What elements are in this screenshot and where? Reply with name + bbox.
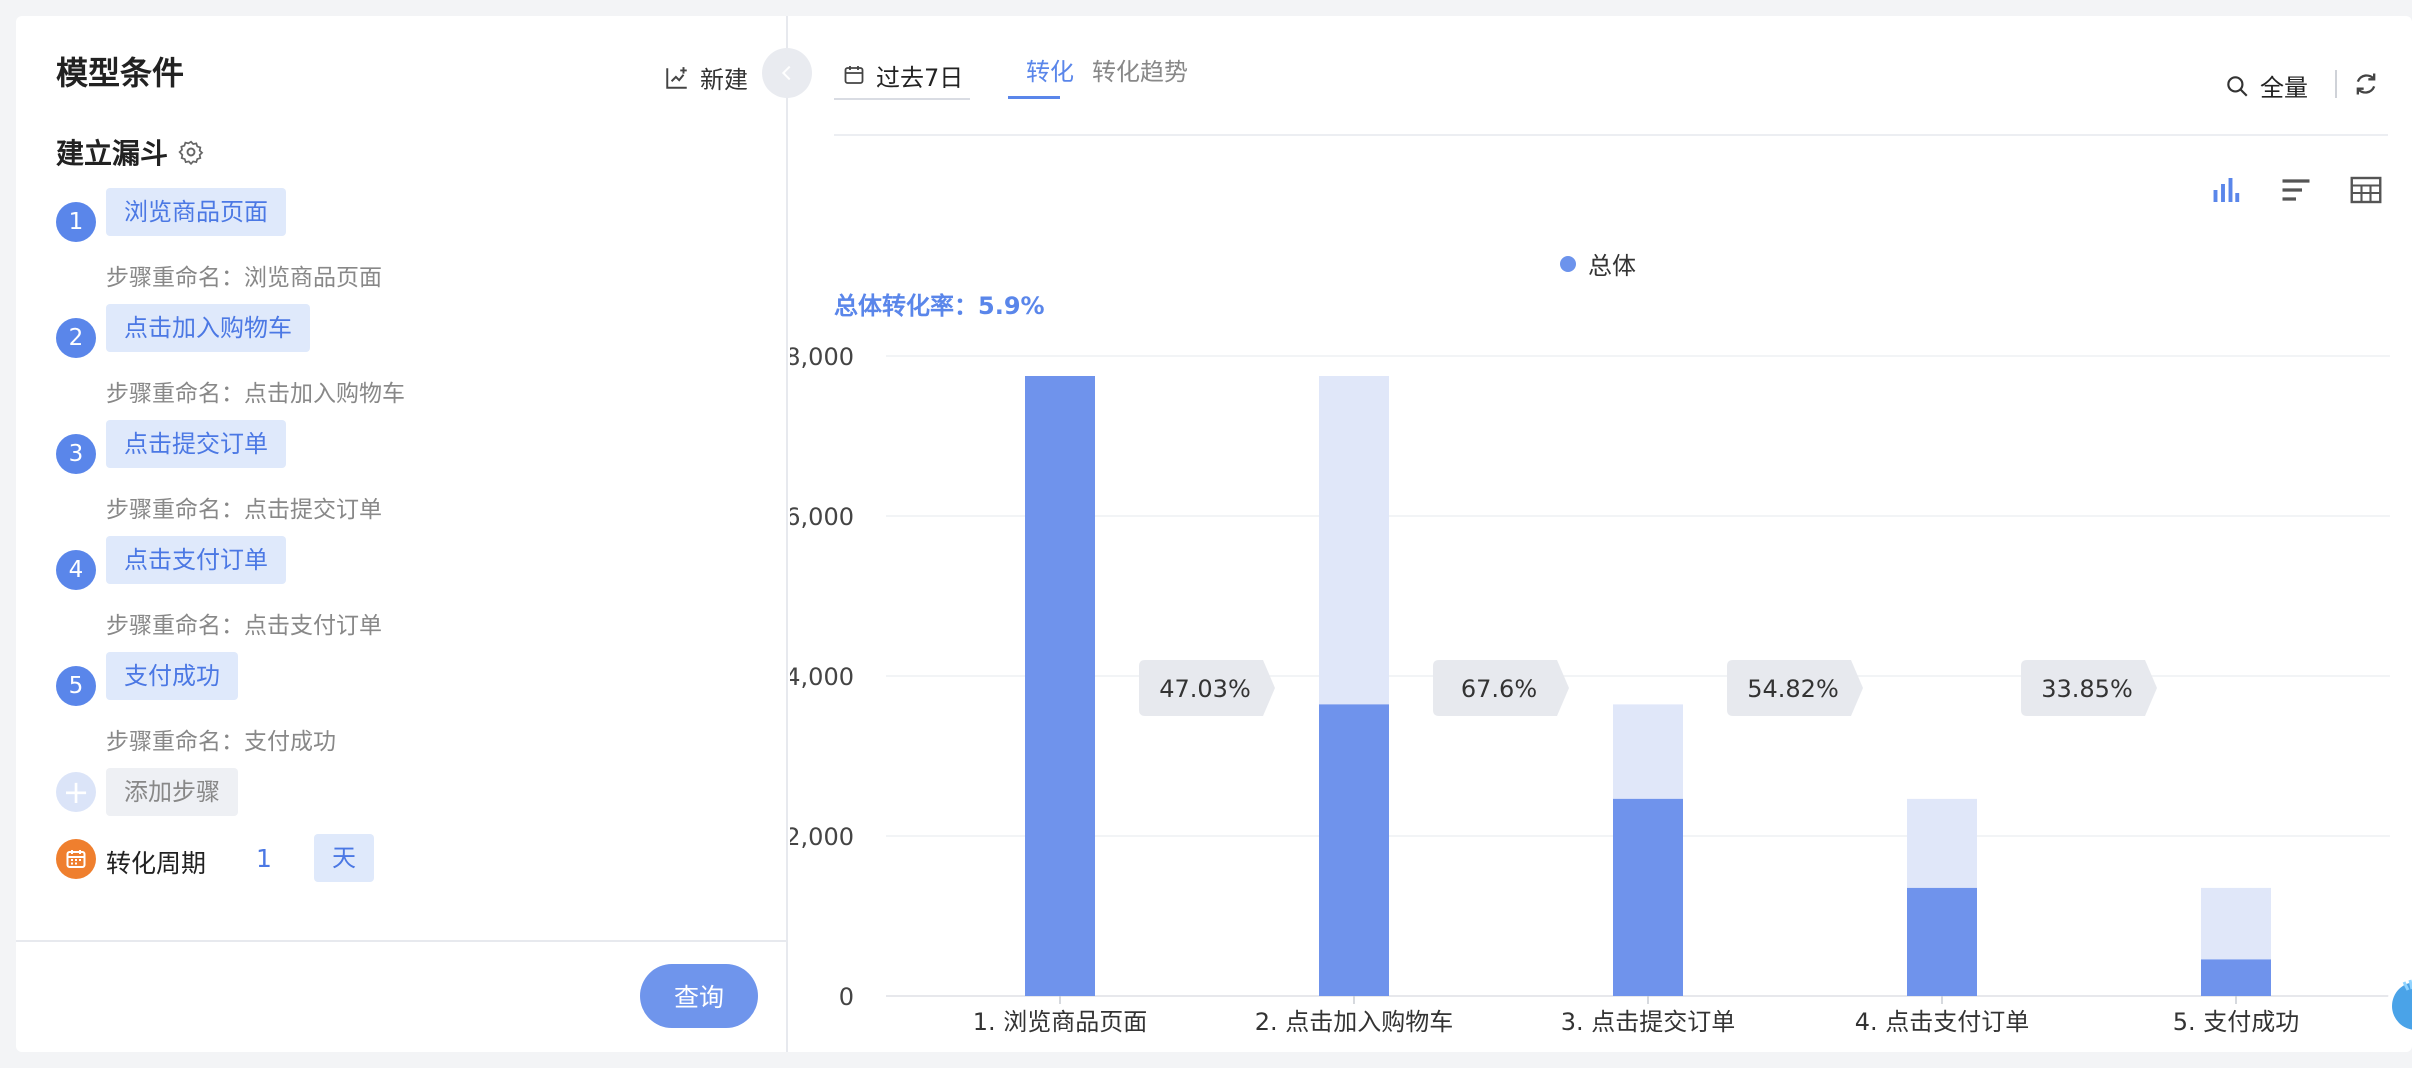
date-range-label: 过去7日 <box>876 63 964 92</box>
conversion-rate-label: 33.85% <box>2041 675 2133 703</box>
step-rename-text[interactable]: 步骤重命名：浏览商品页面 <box>106 265 382 291</box>
tab-conversion[interactable]: 转化 <box>1026 58 1074 86</box>
y-tick-label: 8,000 <box>790 343 854 371</box>
step-number-badge: 2 <box>56 318 96 358</box>
new-button-label: 新建 <box>700 66 748 94</box>
new-button[interactable]: 新建 <box>664 60 748 95</box>
x-tick-label: 5. 支付成功 <box>2173 1008 2300 1036</box>
chevron-left-icon <box>781 65 791 81</box>
funnel-section-title: 建立漏斗 <box>56 132 204 172</box>
y-tick-label: 2,000 <box>790 823 854 851</box>
step-rename-text[interactable]: 步骤重命名：点击提交订单 <box>106 497 382 523</box>
chart-legend[interactable]: 总体 <box>1560 246 1636 281</box>
bar[interactable] <box>1319 704 1389 996</box>
collapse-panel-button[interactable] <box>762 48 812 98</box>
conversion-rate-label: 67.6% <box>1461 675 1537 703</box>
plus-icon[interactable]: + <box>56 772 96 812</box>
bar[interactable] <box>1907 887 1977 996</box>
tab-conversion-trend[interactable]: 转化趋势 <box>1092 58 1188 86</box>
conversion-period-unit-select[interactable]: 天 <box>314 834 374 882</box>
footer-divider <box>16 940 788 942</box>
conversion-rate-tag <box>1727 660 1863 716</box>
x-tick-label: 3. 点击提交订单 <box>1561 1008 1736 1036</box>
active-tab-indicator <box>1008 96 1060 99</box>
funnel-bar-chart: 0 2,000 4,000 6,000 8,000 1. 浏览商品页面 2. 点击加入购物车… <box>790 343 2390 1036</box>
panel-title: 模型条件 <box>56 54 185 92</box>
conversion-rate-label: 54.82% <box>1747 675 1839 703</box>
add-step-button[interactable]: 添加步骤 <box>106 768 238 816</box>
legend-label: 总体 <box>1588 252 1636 280</box>
bar[interactable] <box>1025 376 1095 996</box>
funnel-title-label: 建立漏斗 <box>56 137 169 170</box>
model-conditions-panel: 模型条件 新建 建立漏斗 1 浏览商品页面 步骤重命名：浏览商品页面 2 点击加… <box>16 16 788 1052</box>
step-event-tag[interactable]: 点击支付订单 <box>106 536 286 584</box>
gear-icon[interactable] <box>178 139 204 165</box>
table-view-icon[interactable] <box>2348 172 2384 208</box>
scope-label: 全量 <box>2260 74 2308 102</box>
step-event-tag[interactable]: 支付成功 <box>106 652 238 700</box>
scope-selector[interactable]: 全量 <box>2224 68 2308 103</box>
conversion-rate-tag <box>1433 660 1569 716</box>
conversion-rate-label: 47.03% <box>1159 675 1251 703</box>
bar[interactable] <box>2201 959 2271 996</box>
horizontal-bar-view-icon[interactable] <box>2278 172 2314 208</box>
step-number-badge: 3 <box>56 434 96 474</box>
step-number-badge: 4 <box>56 550 96 590</box>
bar[interactable] <box>1613 798 1683 996</box>
step-rename-text[interactable]: 步骤重命名：点击加入购物车 <box>106 381 405 407</box>
query-button[interactable]: 查询 <box>640 964 758 1028</box>
step-event-tag[interactable]: 点击提交订单 <box>106 420 286 468</box>
step-number-badge: 5 <box>56 666 96 706</box>
conversion-rate-tag <box>1139 660 1275 716</box>
y-tick-label: 4,000 <box>790 663 854 691</box>
legend-dot <box>1560 255 1576 272</box>
overall-conversion-rate: 总体转化率：5.9% <box>834 292 1045 320</box>
x-tick-label: 1. 浏览商品页面 <box>973 1008 1148 1036</box>
refresh-icon[interactable] <box>2352 70 2380 98</box>
conversion-period-row: 转化周期 1 天 <box>56 834 416 884</box>
y-tick-label: 0 <box>839 983 854 1011</box>
header-divider <box>834 134 2388 136</box>
calendar-icon <box>844 66 864 84</box>
conversion-period-label: 转化周期 <box>106 849 207 878</box>
app-window: 模型条件 新建 建立漏斗 1 浏览商品页面 步骤重命名：浏览商品页面 2 点击加… <box>16 16 2412 1052</box>
calendar-icon <box>56 839 96 879</box>
conversion-period-input[interactable]: 1 <box>256 844 272 873</box>
analysis-panel: 过去7日 转化 转化趋势 全量 总体 <box>790 16 2412 1052</box>
step-event-tag[interactable]: 浏览商品页面 <box>106 188 286 236</box>
date-range-picker[interactable]: 过去7日 <box>834 52 970 100</box>
y-tick-label: 6,000 <box>790 503 854 531</box>
toolbar-divider <box>2335 70 2337 98</box>
step-event-tag[interactable]: 点击加入购物车 <box>106 304 310 352</box>
x-tick-label: 2. 点击加入购物车 <box>1255 1008 1454 1036</box>
step-rename-text[interactable]: 步骤重命名：支付成功 <box>106 729 336 755</box>
step-rename-text[interactable]: 步骤重命名：点击支付订单 <box>106 613 382 639</box>
conversion-rate-tag <box>2021 660 2157 716</box>
step-number-badge: 1 <box>56 202 96 242</box>
assistant-avatar[interactable] <box>2376 958 2412 1042</box>
x-tick-label: 4. 点击支付订单 <box>1855 1008 2030 1036</box>
bar-chart-view-icon[interactable] <box>2208 172 2244 208</box>
search-icon <box>2227 75 2248 97</box>
chart-add-icon <box>666 66 687 89</box>
